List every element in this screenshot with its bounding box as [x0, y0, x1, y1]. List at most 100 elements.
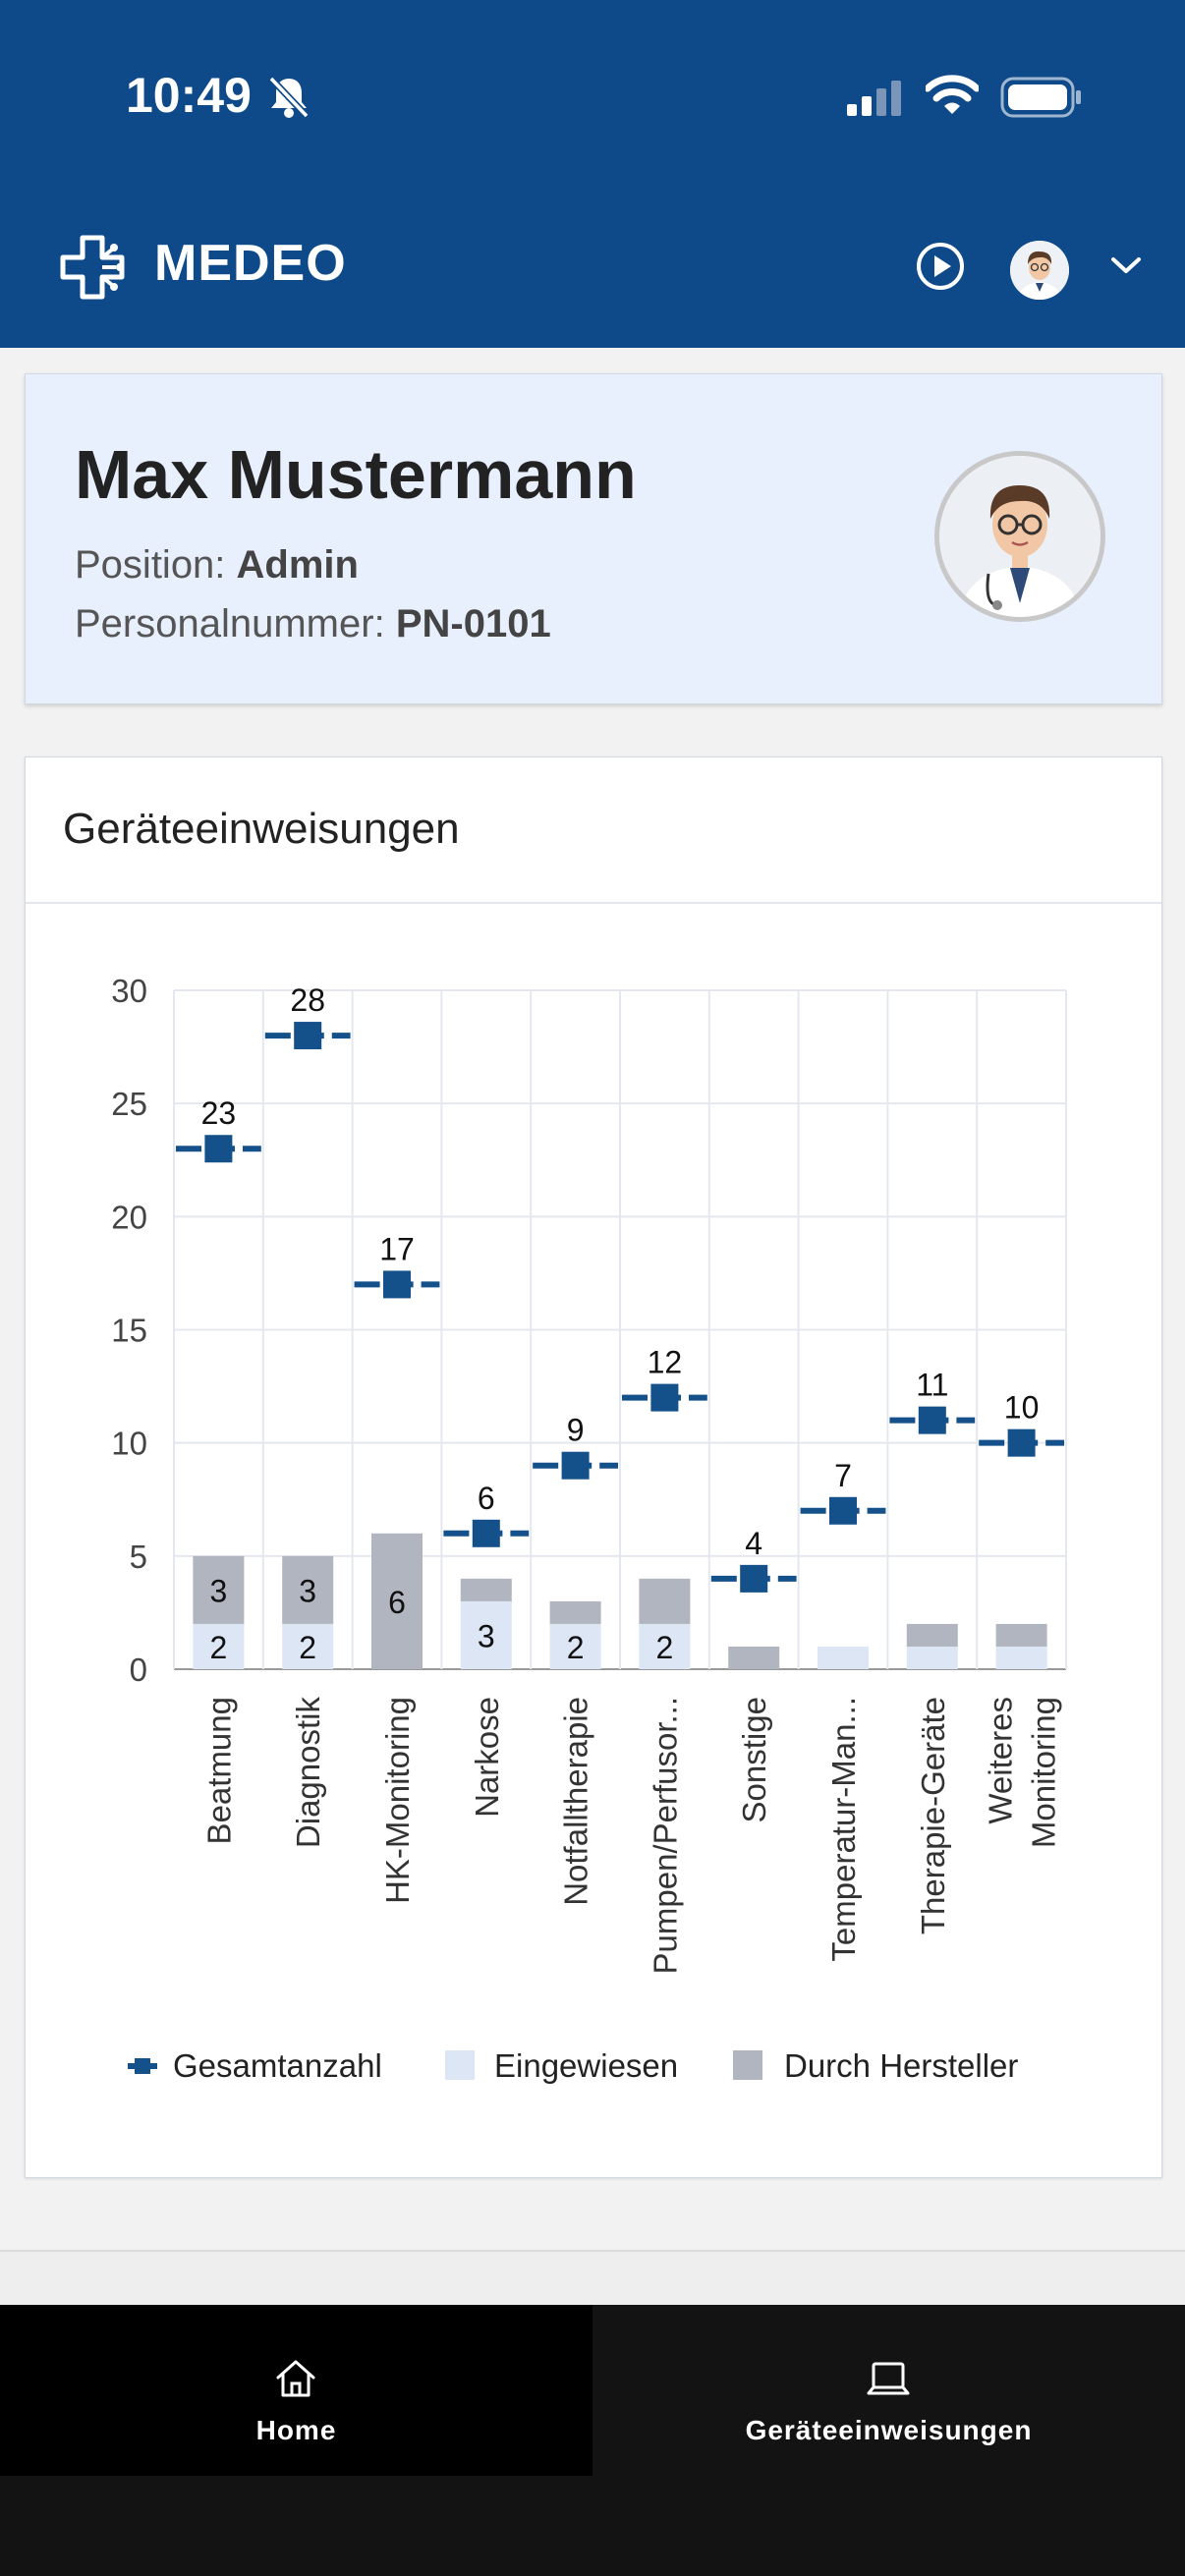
- bar-eingewiesen: [193, 1623, 245, 1669]
- home-icon: [276, 2360, 315, 2397]
- doctor-avatar-icon: [1010, 241, 1069, 300]
- doctor-avatar-icon: [939, 456, 1100, 617]
- y-tick-label: 25: [111, 1086, 147, 1122]
- status-time: 10:49: [126, 68, 252, 123]
- profile-number: Personalnummer: PN-0101: [75, 602, 551, 646]
- bar-durch-hersteller: [460, 1578, 512, 1601]
- user-avatar[interactable]: [1010, 241, 1069, 300]
- total-marker: [472, 1519, 500, 1547]
- bar-eingewiesen: [906, 1646, 958, 1669]
- y-tick-label: 30: [111, 973, 147, 1009]
- bar-eingewiesen: [282, 1623, 334, 1669]
- total-value-label: 6: [478, 1481, 495, 1516]
- mute-bell-icon: [268, 76, 310, 119]
- y-tick-label: 20: [111, 1199, 147, 1235]
- bar-eingewiesen: [460, 1600, 512, 1669]
- total-value-label: 12: [648, 1345, 683, 1380]
- total-marker: [204, 1135, 233, 1163]
- play-tutorial-icon[interactable]: [915, 241, 966, 292]
- profile-name: Max Mustermann: [75, 436, 637, 513]
- bar-durch-hersteller: [639, 1578, 691, 1624]
- cellular-signal-icon: [847, 81, 901, 116]
- x-tick-label: Weiteres: [983, 1697, 1019, 1824]
- personnel-number-value: PN-0101: [395, 602, 551, 645]
- wifi-icon: [926, 75, 979, 114]
- medeo-logo-icon: [60, 235, 125, 300]
- legend-swatch-eingewiesen: [445, 2050, 475, 2080]
- profile-position: Position: Admin: [75, 543, 359, 588]
- total-marker: [918, 1406, 946, 1434]
- bar-durch-hersteller: [549, 1600, 601, 1624]
- bar-label-eingewiesen: 2: [299, 1630, 316, 1665]
- x-tick-label: Pumpen/Perfusor...: [647, 1697, 683, 1974]
- total-value-label: 23: [201, 1095, 237, 1131]
- bar-chart: 0510152025302323Beatmung2328Diagnostik61…: [111, 973, 1067, 2084]
- total-value-label: 11: [916, 1368, 948, 1403]
- y-tick-label: 0: [130, 1652, 147, 1688]
- total-value-label: 10: [1004, 1390, 1040, 1426]
- x-tick-label: Notfalltherapie: [558, 1697, 594, 1906]
- legend-swatch-durch-hersteller: [733, 2050, 762, 2080]
- profile-card: Max Mustermann Position: Admin Personaln…: [25, 373, 1162, 704]
- page-bottom-area: [0, 2250, 1185, 2309]
- bar-durch-hersteller: [193, 1555, 245, 1624]
- bar-eingewiesen: [995, 1646, 1047, 1669]
- battery-icon: [1000, 77, 1081, 118]
- x-tick-label: Beatmung: [200, 1697, 237, 1844]
- status-bar: 10:49: [0, 0, 1185, 187]
- chart-card-title: Geräteeinweisungen: [63, 805, 460, 853]
- nav-label-home: Home: [255, 2415, 337, 2445]
- total-marker: [383, 1270, 411, 1299]
- bar-label-durch-hersteller: 6: [388, 1585, 406, 1620]
- legend-label-gesamtanzahl: Gesamtanzahl: [173, 2047, 382, 2084]
- bar-durch-hersteller: [906, 1623, 958, 1647]
- total-marker: [650, 1383, 679, 1412]
- y-tick-label: 15: [111, 1313, 147, 1349]
- x-tick-label: Monitoring: [1026, 1697, 1062, 1848]
- total-value-label: 9: [567, 1413, 585, 1448]
- total-marker: [294, 1022, 322, 1050]
- position-label: Position:: [75, 543, 226, 587]
- bottom-navigation: Home Geräteeinweisungen: [0, 2305, 1185, 2576]
- nav-item-home[interactable]: Home: [0, 2305, 592, 2476]
- x-tick-label: Temperatur-Man...: [825, 1697, 862, 1962]
- y-tick-label: 10: [111, 1426, 147, 1462]
- nav-label-geraeteeinweisungen: Geräteeinweisungen: [745, 2415, 1033, 2445]
- legend-marker-gesamtanzahl: [135, 2058, 150, 2074]
- bar-label-eingewiesen: 2: [656, 1630, 674, 1665]
- bar-eingewiesen: [549, 1623, 601, 1669]
- bar-label-durch-hersteller: 3: [210, 1573, 228, 1608]
- bar-durch-hersteller: [282, 1555, 334, 1624]
- bar-durch-hersteller: [728, 1646, 780, 1669]
- chart-card: Geräteeinweisungen 0 5 10 15 20 25 30 2 3 23 Beatm…: [25, 756, 1162, 2178]
- x-tick-label: Therapie-Geräte: [915, 1697, 951, 1934]
- total-marker: [829, 1496, 857, 1525]
- x-tick-label: Narkose: [469, 1697, 505, 1818]
- total-marker: [1007, 1428, 1036, 1457]
- total-marker: [561, 1451, 590, 1480]
- laptop-icon: [867, 2362, 910, 2395]
- x-tick-label: Diagnostik: [290, 1697, 326, 1849]
- total-value-label: 28: [290, 982, 325, 1018]
- total-marker: [740, 1564, 768, 1593]
- profile-avatar: [934, 451, 1105, 622]
- personnel-number-label: Personalnummer:: [75, 602, 385, 645]
- y-tick-label: 5: [130, 1539, 147, 1575]
- bar-label-durch-hersteller: 3: [299, 1573, 316, 1608]
- chart-card-header: Geräteeinweisungen: [26, 757, 1161, 904]
- x-tick-label: Sonstige: [736, 1697, 772, 1822]
- bar-durch-hersteller: [995, 1623, 1047, 1647]
- bar-label-eingewiesen: 3: [478, 1618, 495, 1653]
- bar-eingewiesen: [639, 1623, 691, 1669]
- bar-label-eingewiesen: 2: [210, 1630, 228, 1665]
- chevron-down-icon[interactable]: [1110, 255, 1142, 277]
- position-value: Admin: [236, 543, 359, 587]
- total-value-label: 4: [745, 1526, 762, 1561]
- nav-item-geraeteeinweisungen[interactable]: Geräteeinweisungen: [592, 2305, 1185, 2476]
- app-header: MEDEO: [0, 187, 1185, 348]
- legend-label-eingewiesen: Eingewiesen: [494, 2047, 678, 2084]
- app-name: MEDEO: [154, 235, 347, 292]
- x-tick-label: HK-Monitoring: [379, 1697, 416, 1904]
- bar-durch-hersteller: [371, 1533, 423, 1669]
- total-value-label: 17: [379, 1231, 415, 1266]
